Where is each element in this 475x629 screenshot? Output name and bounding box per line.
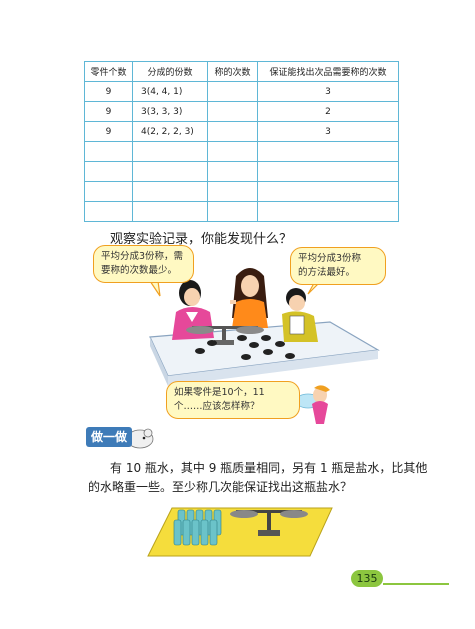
mouse-mascot-icon	[111, 428, 154, 449]
exercise-text-line-2: 的水略重一些。至少称几次能保证找出这瓶盐水？	[88, 480, 353, 494]
table-row	[84, 181, 399, 202]
balance-scale-bottom	[230, 510, 308, 536]
boy-right-figure	[282, 288, 318, 342]
bottles-and-balance-illustration	[147, 507, 333, 557]
page-number-rule	[383, 583, 449, 585]
bottles-group	[173, 509, 222, 546]
table-row	[84, 201, 399, 222]
table-header-row: 零件个数 分成的份数 称的次数 保证能找出次品需要称的次数	[84, 61, 399, 82]
discussion-question: 观察实验记录，你能发现什么？	[110, 232, 293, 247]
parts-pieces	[195, 335, 295, 360]
experiment-record-table: 零件个数 分成的份数 称的次数 保证能找出次品需要称的次数 9 3(4, 4, …	[84, 61, 399, 222]
exercise-text-line-1: 有 10 瓶水，其中 9 瓶质量相同，另有 1 瓶是盐水，比其他	[110, 461, 428, 475]
girl-middle-figure	[230, 268, 268, 328]
speech-bubble-left: 平均分成3份称，需 要称的次数最少。	[93, 245, 194, 283]
balance-scale	[186, 326, 264, 345]
speech-bubble-fairy: 如果零件是10个，11 个……应该怎样称？	[166, 381, 300, 419]
page-number-badge: 135	[351, 570, 383, 587]
speech-bubble-right: 平均分成3份称 的方法最好。	[290, 247, 386, 285]
table-row	[84, 141, 399, 162]
girl-left-figure	[172, 280, 214, 340]
fairy-figure	[295, 385, 330, 424]
section-heading-try-it: 做一做	[86, 427, 132, 447]
